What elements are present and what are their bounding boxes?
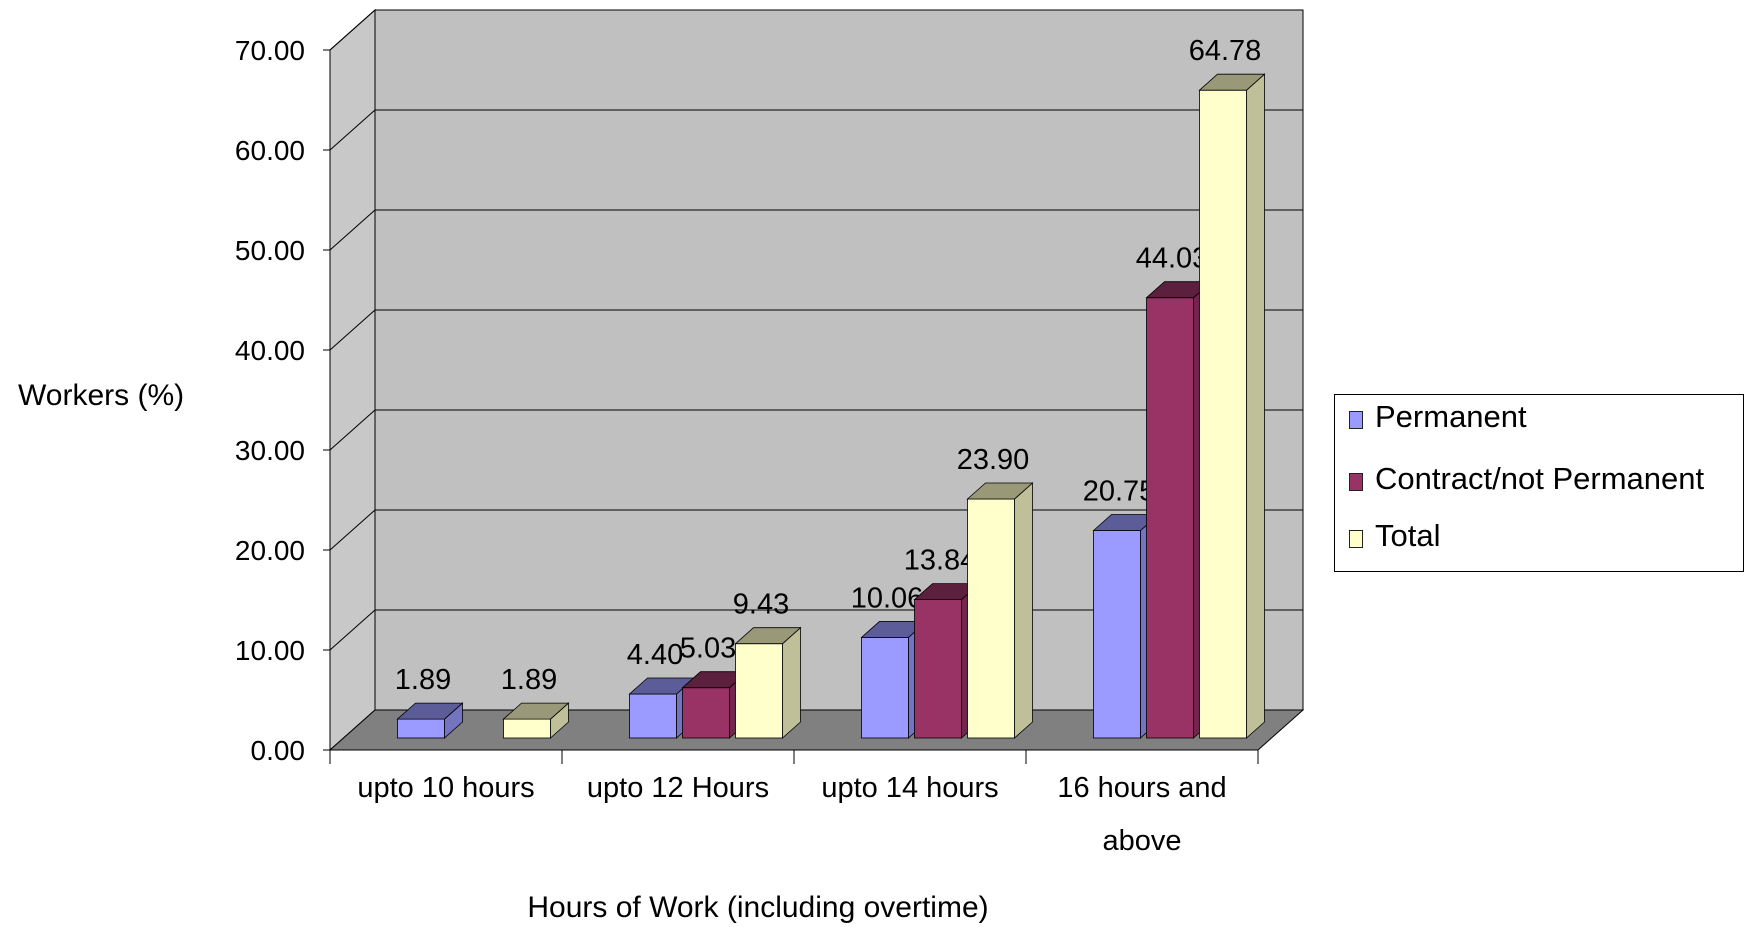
y-tick-label: 70.00	[235, 35, 305, 66]
gridline	[329, 409, 1303, 451]
bar	[1198, 73, 1266, 739]
bar-front	[1146, 297, 1194, 739]
bar-top	[502, 702, 570, 720]
data-label: 10.06	[851, 582, 924, 614]
bar-side	[1014, 482, 1033, 739]
y-tick-label: 50.00	[235, 235, 305, 266]
y-tick-label: 10.00	[235, 635, 305, 666]
bar	[966, 482, 1034, 739]
legend-label-permanent: Permanent	[1375, 399, 1527, 434]
legend: Permanent Contract/not Permanent Total	[1334, 394, 1744, 572]
bar-top	[1198, 73, 1266, 91]
y-tick-label: 60.00	[235, 135, 305, 166]
gridline	[329, 209, 1303, 251]
data-label: 44.03	[1136, 243, 1209, 275]
x-axis-title: Hours of Work (including overtime)	[527, 891, 988, 924]
bar-front	[1093, 530, 1141, 739]
bar-front	[967, 498, 1015, 739]
legend-label-contract: Contract/not Permanent	[1375, 461, 1705, 496]
bar-top	[734, 627, 802, 645]
legend-swatch-total	[1349, 530, 1363, 548]
legend-item-contract: Contract/not Permanent	[1349, 461, 1704, 497]
data-label: 64.78	[1189, 35, 1262, 67]
bar-front	[397, 718, 445, 739]
y-tick-label: 20.00	[235, 535, 305, 566]
x-tick-label: upto 10 hours	[357, 772, 534, 804]
x-tick-label: upto 12 Hours	[587, 772, 769, 804]
data-label: 1.89	[395, 664, 451, 696]
data-label: 9.43	[733, 589, 789, 621]
bar-side	[782, 626, 801, 739]
bar-front	[629, 693, 677, 739]
y-tick-label: 0.00	[251, 735, 306, 766]
gridline	[329, 309, 1303, 351]
data-label: 20.75	[1083, 476, 1156, 508]
legend-swatch-contract	[1349, 473, 1363, 491]
bar-front	[682, 687, 730, 739]
side-wall	[329, 8, 376, 752]
bar-front	[914, 599, 962, 739]
data-label: 23.90	[957, 444, 1030, 476]
bar	[396, 702, 464, 739]
x-tick-label: 16 hours and	[1057, 772, 1226, 804]
data-label: 5.03	[680, 633, 736, 665]
bar-front	[503, 718, 551, 739]
data-label: 1.89	[501, 664, 557, 696]
y-tick-label: 30.00	[235, 435, 305, 466]
y-tick-label: 40.00	[235, 335, 305, 366]
bar-front	[1199, 89, 1247, 739]
x-tick-label: above	[1102, 825, 1181, 857]
legend-swatch-permanent	[1349, 411, 1363, 429]
x-tick-label: upto 14 hours	[821, 772, 998, 804]
bar	[502, 702, 570, 739]
bar-top	[966, 482, 1034, 500]
legend-item-permanent: Permanent	[1349, 399, 1527, 435]
bar-side	[1246, 73, 1265, 739]
y-axis-title: Workers (%)	[18, 379, 184, 412]
legend-item-total: Total	[1349, 518, 1440, 554]
legend-label-total: Total	[1375, 518, 1441, 553]
data-label: 4.40	[627, 639, 683, 671]
bar-front	[735, 643, 783, 739]
bar-top	[396, 702, 464, 720]
data-label: 13.84	[904, 545, 977, 577]
bar	[734, 626, 802, 739]
gridline	[329, 109, 1303, 151]
bar-front	[861, 637, 909, 739]
gridline	[329, 9, 1303, 51]
